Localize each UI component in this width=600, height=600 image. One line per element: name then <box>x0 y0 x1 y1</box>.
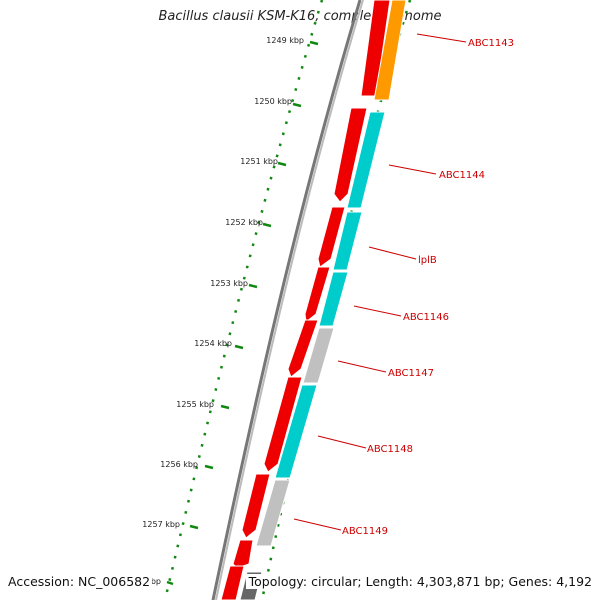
accession-label: Accession: NC_006582 <box>8 574 153 589</box>
ruler-tick <box>262 222 272 228</box>
cds-feature <box>304 266 331 323</box>
callout-line <box>317 435 367 449</box>
ruler-tick-label: 1254 kbp <box>194 339 232 348</box>
callout-line <box>293 518 342 531</box>
ruler-tick <box>204 464 214 470</box>
category-block-cyan <box>332 211 363 271</box>
ruler-tick-label: 1250 kbp <box>254 97 292 106</box>
cds-feature <box>333 107 368 203</box>
ruler-tick-label: 1251 kbp <box>240 157 278 166</box>
category-block-grey <box>255 479 291 547</box>
callout-line <box>388 164 437 175</box>
ruler-tick <box>234 344 244 350</box>
cds-track-forward <box>220 0 391 600</box>
cds-feature <box>317 206 346 268</box>
ruler-arc <box>163 0 324 600</box>
gene-label[interactable]: ABC1147 <box>388 368 434 379</box>
ruler-tick <box>292 102 302 108</box>
category-track <box>239 0 407 600</box>
category-block-cyan <box>274 384 318 479</box>
gene-label[interactable]: ABC1149 <box>342 526 388 537</box>
callout-line <box>416 33 467 43</box>
cds-feature <box>232 539 254 569</box>
ruler-tick-label: 1257 kbp <box>142 520 180 529</box>
backbone-ring-dark <box>211 0 362 600</box>
gene-label[interactable]: ABC1144 <box>439 170 485 181</box>
callout-line <box>368 246 417 260</box>
ruler-tick-label: 1252 kbp <box>225 218 263 227</box>
callout-line <box>337 360 387 373</box>
ruler-tick <box>309 40 319 46</box>
ruler-tick <box>220 404 230 410</box>
gene-label[interactable]: ABC1146 <box>403 312 449 323</box>
ruler-tick-label: 1253 kbp <box>210 279 248 288</box>
cds-feature <box>263 376 303 473</box>
cds-feature <box>287 319 319 378</box>
callout-line <box>353 305 402 317</box>
cds-feature <box>241 473 271 539</box>
ruler-tick <box>166 580 174 586</box>
ruler-tick-label: 1249 kbp <box>266 36 304 45</box>
ruler-tick-label: 1256 kbp <box>160 460 198 469</box>
gene-callouts <box>293 33 467 531</box>
genome-stats-label: Topology: circular; Length: 4,303,871 bp… <box>245 574 592 589</box>
ruler-tick <box>277 161 287 167</box>
cds-feature <box>220 565 245 600</box>
ruler-tick <box>248 283 258 289</box>
ruler-tick-label: 1255 kbp <box>176 400 214 409</box>
gene-label[interactable]: ABC1143 <box>468 38 514 49</box>
backbone-ring-light <box>215 0 364 600</box>
gene-label[interactable]: ABC1148 <box>367 444 413 455</box>
ruler-tick-label: kbp <box>146 577 161 586</box>
gene-label[interactable]: lplB <box>418 255 437 266</box>
ruler-ticks <box>166 40 319 586</box>
category-block-orange <box>373 0 407 101</box>
category-block-grey <box>302 327 335 384</box>
category-block-cyan <box>318 271 349 327</box>
ruler-tick <box>189 524 199 530</box>
category-block-cyan <box>346 111 386 209</box>
